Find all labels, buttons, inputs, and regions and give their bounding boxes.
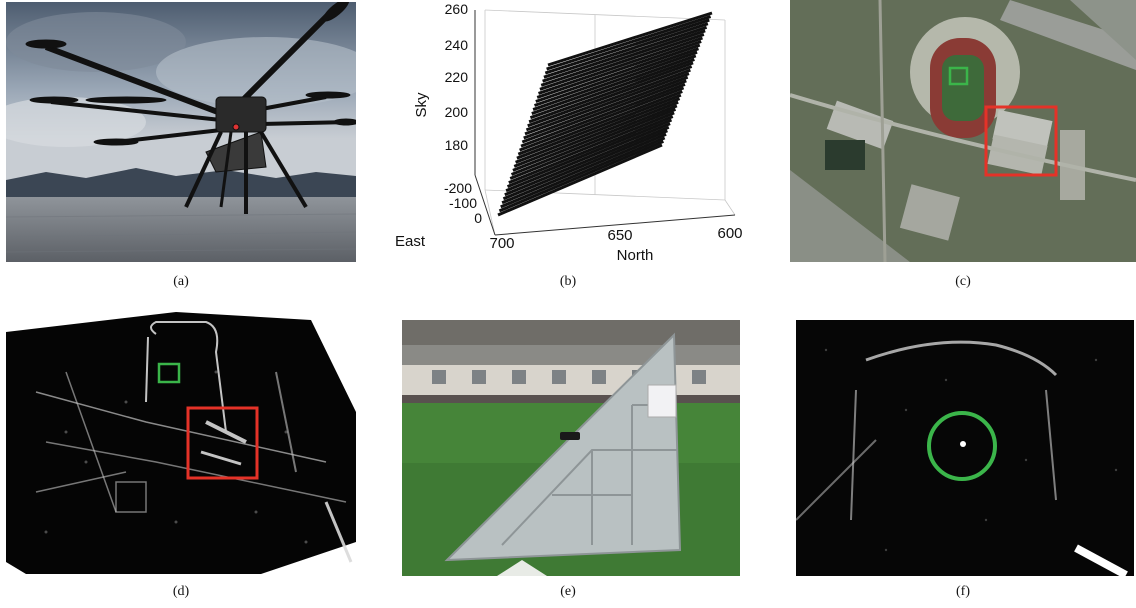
flight-track-line — [540, 29, 706, 87]
sky-tick-0: 260 — [445, 1, 469, 17]
flight-track-line — [547, 11, 713, 67]
caption-f: (f) — [956, 584, 970, 599]
caption-a: (a) — [173, 274, 189, 289]
flight-track-line — [546, 15, 712, 71]
flight-track-line — [505, 122, 671, 193]
flight-track-line — [536, 40, 702, 99]
sky-tick-4: 180 — [445, 137, 469, 153]
flight-track-line — [497, 143, 663, 217]
flight-track-line — [534, 47, 699, 107]
panel-c-satellite-image — [790, 0, 1136, 262]
flight-track-line — [531, 54, 697, 116]
flight-track-line — [515, 97, 681, 164]
flight-track-line — [500, 136, 666, 209]
east-axis-label: East — [395, 233, 426, 250]
flight-track-line — [544, 18, 710, 75]
flight-track-line — [516, 93, 682, 160]
flight-track-line — [538, 36, 703, 95]
flight-track-line — [504, 125, 670, 197]
north-tick-0: 700 — [489, 235, 514, 252]
flight-track-line — [543, 22, 709, 79]
flight-track-line — [527, 65, 693, 128]
flight-track-line — [508, 115, 674, 184]
flight-track-line — [520, 82, 686, 148]
flight-track-line — [535, 43, 701, 103]
flight-track-line — [502, 129, 668, 201]
red-region-box — [186, 406, 259, 480]
flight-track-line — [524, 72, 690, 136]
sky-tick-3: 200 — [445, 104, 469, 120]
flight-track-line — [539, 32, 705, 91]
flight-track-line — [501, 132, 667, 205]
caption-d: (d) — [172, 584, 190, 599]
panel-e-reflector-photo — [402, 320, 740, 576]
reflector-point — [960, 441, 966, 447]
flight-track-line — [517, 90, 683, 156]
sky-axis-label: Sky — [413, 92, 430, 118]
sky-tick-1: 240 — [445, 37, 469, 53]
panel-a-drone-photo — [6, 2, 356, 262]
panel-d-sar-image — [6, 312, 356, 574]
green-target-circle — [927, 411, 997, 481]
flight-track-line — [532, 50, 698, 112]
panel-f-sar-zoom — [796, 320, 1134, 576]
east-tick-1: -100 — [449, 195, 477, 211]
flight-track-line — [506, 118, 673, 188]
north-tick-1: 650 — [607, 227, 632, 244]
caption-b: (b) — [559, 274, 577, 289]
flight-track-line — [509, 111, 675, 180]
caption-e: (e) — [560, 584, 576, 599]
flight-track-line — [529, 57, 695, 120]
green-target-box — [948, 66, 969, 86]
flight-track-line — [498, 140, 664, 213]
sky-tick-2: 220 — [445, 69, 469, 85]
caption-c: (c) — [955, 274, 971, 289]
flight-track-line — [513, 100, 679, 168]
panel-b-trajectory-plot: 260 240 220 200 180 Sky -200 -100 0 East… — [390, 0, 760, 275]
flight-track-line — [542, 25, 708, 83]
east-tick-0: -200 — [444, 180, 472, 196]
north-tick-2: 600 — [717, 225, 742, 242]
north-axis-label: North — [617, 247, 654, 264]
green-target-box — [157, 362, 181, 384]
flight-track-line — [521, 79, 687, 144]
flight-track-line — [510, 107, 677, 176]
red-region-box — [984, 105, 1058, 177]
flight-track-line — [525, 68, 691, 132]
flight-track-line — [519, 86, 685, 152]
flight-track-line — [512, 104, 678, 172]
east-tick-2: 0 — [474, 210, 482, 226]
drone — [25, 2, 356, 214]
flight-track-line — [523, 75, 689, 140]
flight-track-line — [528, 61, 694, 124]
